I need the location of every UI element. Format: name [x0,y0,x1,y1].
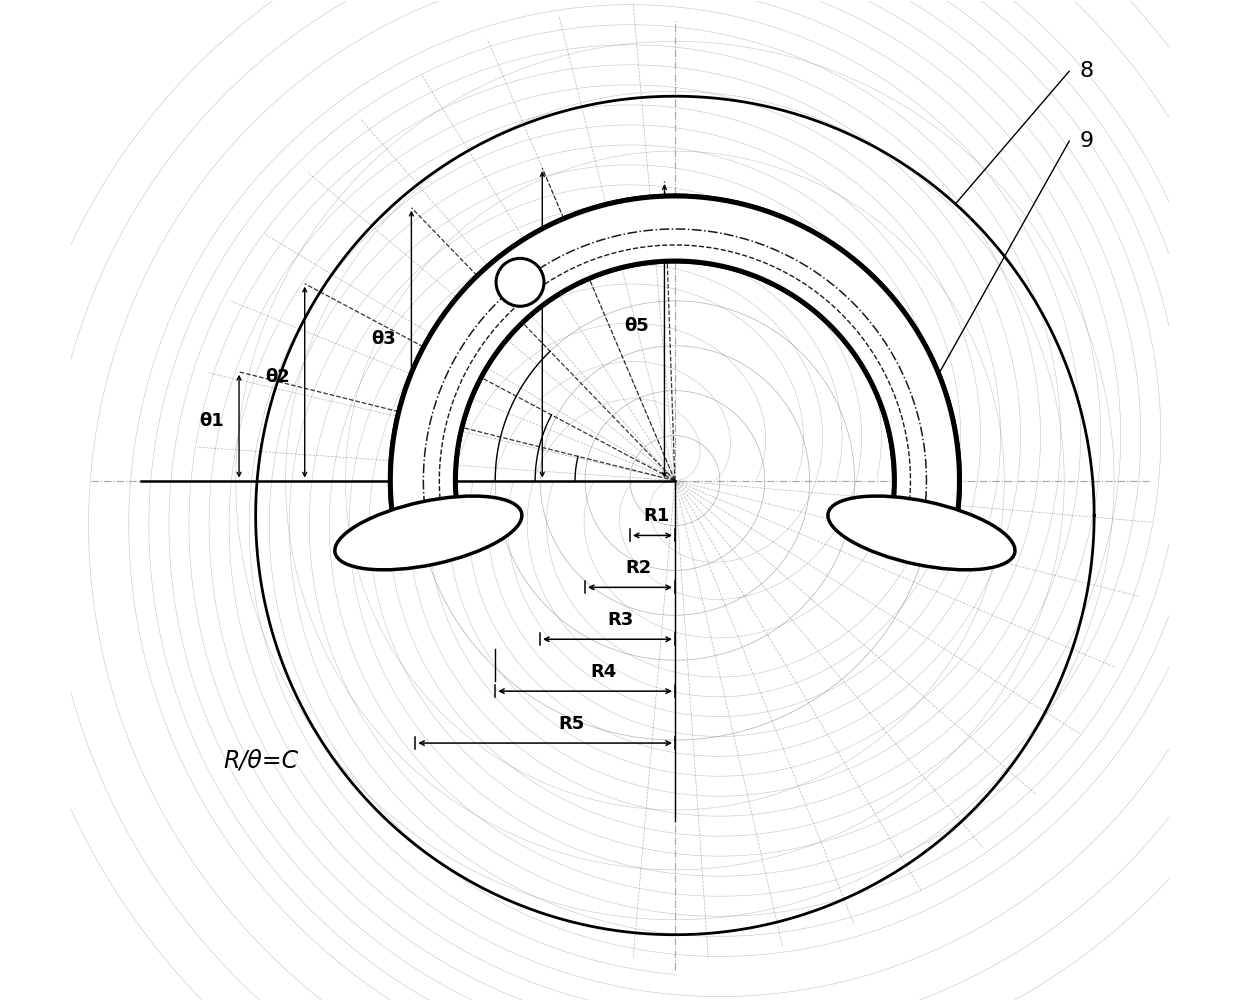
Ellipse shape [828,496,1016,570]
Text: θ5: θ5 [625,317,650,335]
Text: 9: 9 [1079,131,1094,151]
Text: R1: R1 [644,508,670,526]
Text: R4: R4 [590,664,616,681]
Text: R2: R2 [626,560,652,578]
Text: R/θ=C: R/θ=C [223,748,298,772]
Text: θ3: θ3 [372,330,397,348]
Text: R5: R5 [558,715,584,733]
Circle shape [496,258,544,306]
Text: θ1: θ1 [200,412,224,430]
Ellipse shape [335,496,522,570]
Polygon shape [391,196,960,540]
Text: R3: R3 [608,612,634,630]
Text: θ4: θ4 [502,310,527,328]
Text: 8: 8 [1079,61,1094,81]
Text: θ2: θ2 [265,368,290,386]
